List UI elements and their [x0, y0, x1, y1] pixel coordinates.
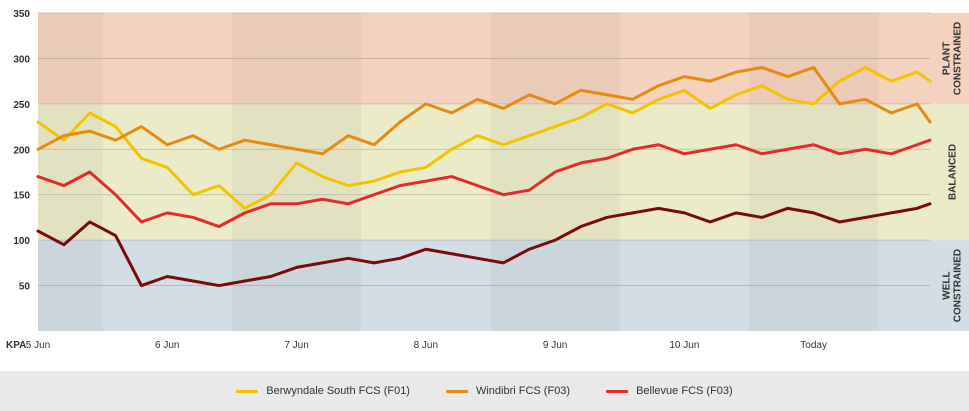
x-tick-label: 5 Jun: [26, 340, 50, 351]
series-line-0: [36, 66, 932, 210]
x-tick-label: Today: [800, 340, 827, 351]
zone-label-text: CONSTRAINED: [953, 249, 964, 322]
legend-item: Windibri FCS (F03): [445, 385, 571, 397]
zone-label-1: BALANCED: [948, 144, 959, 200]
legend-label: Bellevue FCS (F03): [636, 385, 733, 397]
legend: Berwyndale South FCS (F01) Windibri FCS (…: [0, 371, 969, 411]
y-tick-label: 150: [13, 191, 30, 202]
series-line-2: [36, 138, 932, 229]
legend-background: [0, 371, 969, 411]
x-tick-label: 9 Jun: [543, 340, 567, 351]
legend-item: Bellevue FCS (F03): [606, 385, 733, 397]
series-line-3: [36, 202, 932, 288]
zone-label-text: PLANT: [942, 42, 953, 75]
y-unit-label: KPA: [6, 340, 26, 351]
y-tick-label: 100: [13, 236, 30, 247]
series-line-1: [36, 66, 932, 156]
x-tick-label: 10 Jun: [669, 340, 699, 351]
day-shade-0: [38, 13, 103, 331]
x-tick-label: 7 Jun: [284, 340, 308, 351]
legend-swatch: [606, 389, 629, 393]
zone-label-text: CONSTRAINED: [953, 22, 964, 95]
y-tick-label: 300: [13, 54, 30, 65]
legend-swatch: [236, 389, 259, 393]
legend-label: Berwyndale South FCS (F01): [266, 385, 410, 397]
zone-label-0: PLANT CONSTRAINED: [942, 22, 964, 95]
y-tick-label: 350: [13, 9, 30, 20]
y-tick-label: 200: [13, 145, 30, 156]
x-tick-label: 6 Jun: [155, 340, 179, 351]
zone-label-2: WELL CONSTRAINED: [942, 249, 964, 322]
legend-item: Berwyndale South FCS (F01): [236, 385, 410, 397]
y-tick-label: 50: [19, 282, 31, 293]
day-shade-2: [232, 13, 361, 331]
legend-swatch: [445, 389, 468, 393]
y-tick-label: 250: [13, 100, 30, 111]
day-shade-6: [749, 13, 878, 331]
x-tick-label: 8 Jun: [414, 340, 438, 351]
zone-label-text: BALANCED: [948, 144, 959, 200]
legend-label: Windibri FCS (F03): [475, 385, 571, 397]
zone-label-text: WELL: [942, 271, 953, 299]
